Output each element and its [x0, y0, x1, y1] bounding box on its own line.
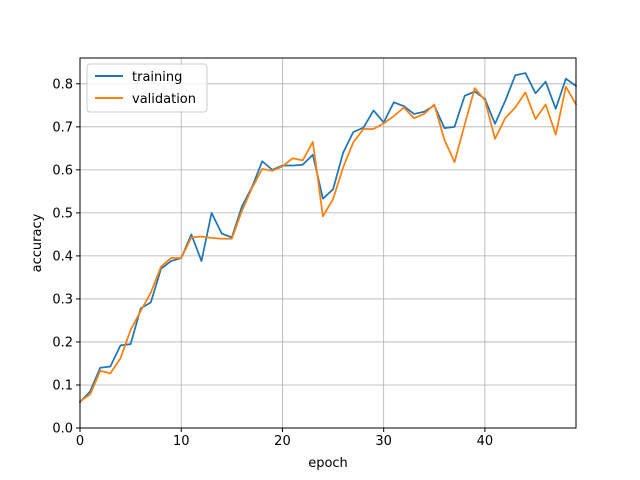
plot-frame — [79, 57, 577, 429]
x-axis-ticks: 0 10 20 30 40 — [76, 428, 493, 449]
legend-label-training: training — [132, 70, 182, 85]
x-tick-label: 20 — [274, 434, 291, 449]
legend-label-validation: validation — [132, 92, 196, 107]
y-tick-label: 0.4 — [52, 249, 73, 264]
plot-area — [80, 58, 576, 428]
legend: training validation — [86, 63, 208, 113]
y-tick-label: 0.2 — [52, 335, 73, 350]
y-tick-label: 0.1 — [52, 378, 73, 393]
y-tick-label: 0.8 — [52, 77, 73, 92]
y-tick-label: 0.7 — [52, 120, 73, 135]
series-lines — [78, 72, 578, 404]
y-tick-label: 0.3 — [52, 292, 73, 307]
series-line-training — [78, 72, 578, 404]
y-tick-label: 0.6 — [52, 163, 73, 178]
x-axis-label: epoch — [308, 456, 348, 471]
y-tick-label: 0.5 — [52, 206, 73, 221]
x-tick-label: 10 — [173, 434, 190, 449]
grid — [79, 58, 576, 429]
x-tick-label: 0 — [76, 434, 84, 449]
y-axis-ticks: 0.0 0.1 0.2 0.3 0.4 0.5 0.6 0.7 0.8 — [52, 77, 80, 437]
x-tick-label: 30 — [375, 434, 392, 449]
series-line-validation — [78, 85, 578, 403]
y-tick-label: 0.0 — [52, 422, 73, 437]
x-tick-label: 40 — [477, 434, 494, 449]
y-axis-label: accuracy — [30, 213, 45, 272]
